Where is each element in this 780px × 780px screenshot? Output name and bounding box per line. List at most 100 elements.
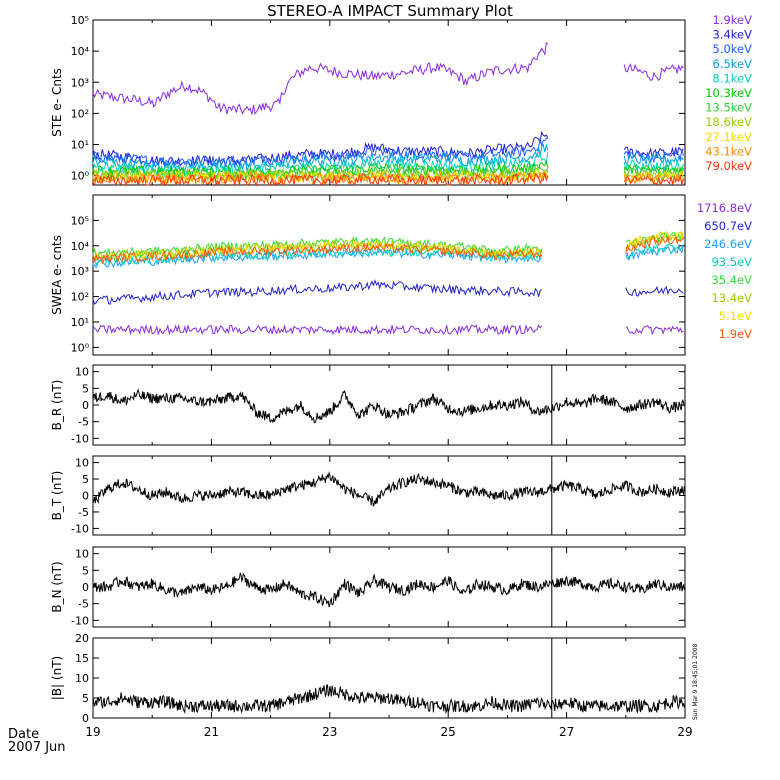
legend-entry: 93.5eV (711, 255, 752, 269)
series-line (92, 238, 543, 261)
y-axis-label: SWEA e- cnts (50, 235, 64, 315)
y-tick-label: 0 (82, 490, 89, 503)
legend-entry: 650.7eV (704, 219, 752, 233)
series-line (92, 245, 542, 266)
y-tick-label: 10⁵ (71, 214, 89, 227)
panel-bn: -10 -5 0 5 10 B_N (nT) (50, 546, 686, 628)
legend-entry: 10.3keV (705, 86, 752, 100)
y-tick-label: -10 (71, 522, 89, 535)
series-line (92, 572, 685, 608)
y-tick-label: 10² (71, 107, 89, 120)
series-line (92, 41, 549, 115)
panel-bmag: 0 5 10 15 20 |B| (nT) (50, 632, 686, 725)
legend-entry: 18.6keV (705, 115, 752, 129)
y-tick-label: 10 (75, 672, 89, 685)
series-line (92, 171, 549, 187)
x-tick-label: 23 (322, 725, 337, 739)
series-line (623, 153, 684, 166)
y-tick-label: 10⁰ (71, 170, 90, 183)
series-line (92, 471, 685, 507)
x-tick-label: 29 (677, 725, 692, 739)
y-tick-label: 0 (82, 399, 89, 412)
series-line (623, 175, 684, 187)
legend-entry: 1716.8eV (697, 201, 752, 215)
series-line (92, 143, 549, 174)
legend-entry: 5.0keV (713, 42, 753, 56)
panel-frame (92, 637, 686, 719)
series-line (623, 146, 684, 159)
date-label: Date (8, 727, 40, 742)
y-tick-label: 10³ (71, 265, 89, 278)
series-line (625, 243, 684, 262)
y-tick-label: 0 (82, 581, 89, 594)
y-tick-label: -10 (71, 614, 89, 627)
series-line (625, 285, 684, 297)
y-tick-label: -10 (71, 432, 89, 445)
y-tick-label: -5 (78, 506, 89, 519)
y-axis-label: |B| (nT) (50, 656, 64, 700)
legend-entry: 43.1keV (705, 144, 752, 158)
y-tick-label: 10³ (71, 76, 89, 89)
panel-br: -10 -5 0 5 10 B_R (nT) (50, 364, 686, 446)
y-tick-label: 10⁵ (71, 14, 89, 27)
series-line (92, 323, 543, 336)
legend-entry: 246.6eV (704, 237, 752, 251)
series-line (92, 279, 542, 305)
y-axis-label: B_N (nT) (50, 561, 64, 612)
legend-entry: 1.9eV (719, 327, 752, 341)
y-tick-label: 10¹ (71, 316, 89, 329)
y-axis-label: STE e- Cnts (50, 68, 64, 137)
legend-entry: 8.1keV (713, 71, 753, 85)
y-tick-label: 10⁰ (71, 341, 90, 354)
panel-frame (92, 194, 686, 356)
series-line (625, 324, 684, 336)
y-tick-label: 15 (75, 652, 89, 665)
legend-entry: 13.5keV (705, 101, 752, 115)
series-line (92, 684, 685, 715)
y-tick-label: 20 (75, 632, 89, 645)
y-tick-label: 10 (75, 366, 89, 379)
legend-entry: 6.5keV (713, 57, 753, 71)
series-line (623, 163, 684, 177)
series-line (623, 63, 684, 82)
legend-entry: 79.0keV (705, 159, 752, 173)
legend-entry: 5.1eV (719, 309, 752, 323)
panel-frame (92, 364, 686, 446)
date-value: 2007 Jun (8, 740, 66, 755)
y-tick-label: 0 (82, 712, 89, 725)
y-tick-label: 5 (82, 692, 89, 705)
y-tick-label: 10² (71, 291, 89, 304)
x-tick-label: 19 (85, 725, 100, 739)
series-line (623, 170, 684, 185)
legend-entry: 3.4keV (713, 28, 753, 42)
legend-entry: 1.9keV (713, 13, 753, 27)
series-line (92, 235, 543, 259)
legend-entry: 35.4eV (711, 273, 752, 287)
panel-bt: -10 -5 0 5 10 B_T (nT) (50, 455, 686, 536)
y-tick-label: 5 (82, 473, 89, 486)
x-tick-label: 27 (559, 725, 574, 739)
timestamp-stamp: Sun Mar 9 18:45:01 2008 (692, 643, 699, 720)
chart-title: STEREO-A IMPACT Summary Plot (267, 2, 513, 20)
y-axis-label: B_T (nT) (50, 471, 64, 521)
y-tick-label: 10¹ (71, 139, 89, 152)
y-tick-label: 10⁴ (71, 45, 90, 58)
y-axis-label: B_R (nT) (50, 380, 64, 431)
legend-entry: 27.1keV (705, 130, 752, 144)
x-tick-label: 21 (204, 725, 219, 739)
series-line (92, 130, 549, 168)
series-line (625, 235, 684, 254)
x-tick-label: 25 (441, 725, 456, 739)
legend-entry: 13.4eV (711, 291, 752, 305)
series-line (92, 241, 543, 265)
y-tick-label: 5 (82, 382, 89, 395)
series-line (623, 165, 684, 179)
y-tick-label: 10 (75, 548, 89, 561)
panel-ste: 10⁰ 10¹ 10² 10³ 10⁴ 10⁵ STE e- Cnts (50, 14, 686, 187)
y-tick-label: 5 (82, 564, 89, 577)
y-tick-label: 10⁴ (71, 240, 90, 253)
y-tick-label: -5 (78, 416, 89, 429)
y-tick-label: 10 (75, 457, 89, 470)
series-line (92, 388, 685, 424)
